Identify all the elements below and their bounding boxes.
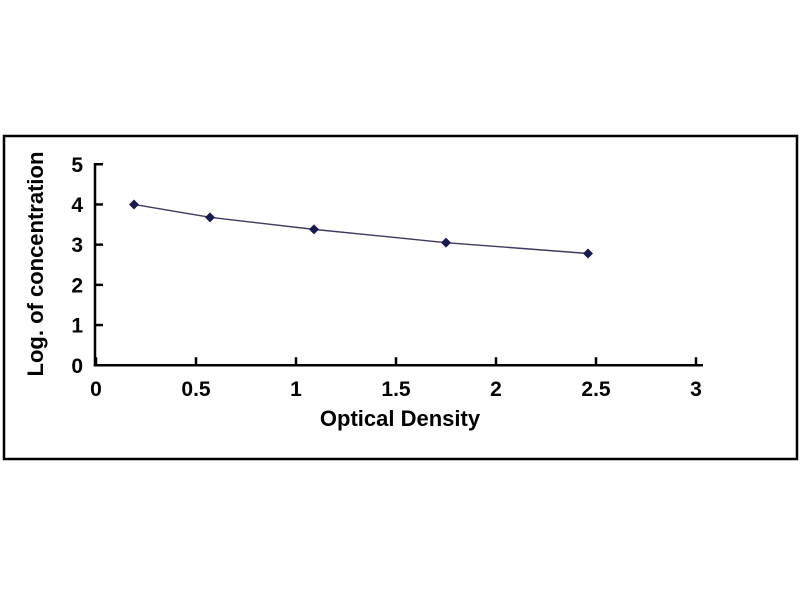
x-tick-label: 1 bbox=[290, 378, 302, 401]
chart-border bbox=[2, 134, 799, 461]
x-tick-label: 2 bbox=[490, 378, 502, 401]
data-point-marker bbox=[205, 212, 215, 223]
y-tick-label: 0 bbox=[71, 355, 83, 378]
y-tick-label: 4 bbox=[71, 194, 83, 217]
y-tick-label: 5 bbox=[71, 154, 83, 177]
y-tick-label: 1 bbox=[71, 315, 83, 338]
series-line bbox=[133, 203, 589, 255]
data-point-marker bbox=[583, 248, 593, 259]
x-tick-label: 0.5 bbox=[181, 378, 211, 401]
x-axis-title: Optical Density bbox=[319, 406, 481, 431]
x-tick-label: 3 bbox=[690, 378, 702, 401]
y-tick-label: 2 bbox=[71, 274, 83, 297]
y-tick-label: 3 bbox=[71, 234, 83, 257]
data-point-marker bbox=[129, 199, 139, 210]
data-point-marker bbox=[441, 237, 451, 248]
x-tick-label: 2.5 bbox=[581, 378, 611, 401]
y-axis-title: Log. of concentration bbox=[23, 151, 48, 377]
data-point-marker bbox=[309, 224, 319, 235]
x-tick-label: 1.5 bbox=[381, 378, 411, 401]
x-tick-label: 0 bbox=[90, 378, 102, 401]
